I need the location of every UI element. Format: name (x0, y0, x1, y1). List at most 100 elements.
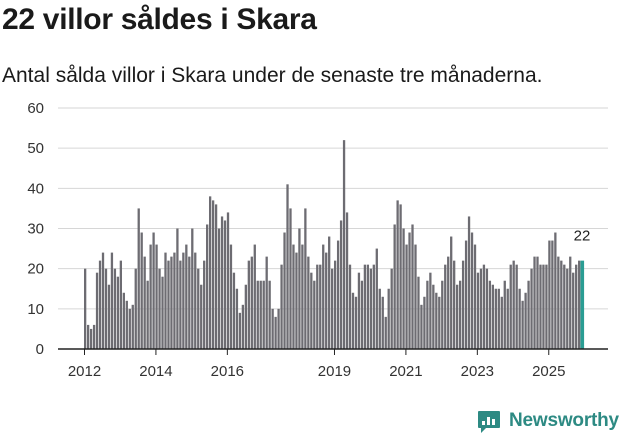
bar (241, 304, 245, 349)
bar (211, 200, 215, 349)
bar (247, 260, 250, 349)
bar (185, 244, 188, 349)
bar (545, 264, 548, 349)
y-tick-label: 30 (27, 221, 44, 238)
bar (551, 240, 554, 349)
bar (122, 292, 125, 349)
bar (485, 268, 489, 349)
bar (313, 280, 316, 349)
bar (384, 316, 387, 349)
bar (423, 296, 426, 349)
brand-name: Newsworthy (509, 410, 619, 431)
bar (155, 244, 158, 349)
bar (414, 244, 417, 349)
bar (444, 264, 447, 349)
bar (232, 272, 236, 349)
bar (363, 264, 367, 349)
bar (426, 280, 429, 349)
brand-logo[interactable]: Newsworthy (476, 408, 619, 434)
bar (566, 268, 569, 349)
bar (125, 300, 128, 349)
bar (554, 232, 557, 349)
bar (524, 292, 527, 349)
bar (277, 308, 280, 349)
bar (417, 276, 420, 349)
bar (479, 268, 483, 349)
bar (331, 268, 334, 349)
bar (354, 296, 358, 349)
bar (515, 264, 518, 349)
bar (506, 288, 509, 349)
bar (345, 212, 349, 349)
bar (348, 264, 352, 349)
bar (322, 244, 325, 349)
bar (137, 208, 140, 349)
newsworthy-logo-icon (478, 411, 500, 433)
y-tick-label: 50 (27, 140, 44, 157)
bar (435, 292, 438, 349)
bar (197, 268, 200, 349)
bar (176, 228, 179, 349)
bar (539, 264, 542, 349)
bar (104, 268, 108, 349)
bar (128, 308, 131, 349)
bar (408, 232, 411, 349)
bar (393, 224, 396, 349)
bar (238, 312, 242, 349)
bar (170, 256, 173, 349)
bar (134, 268, 137, 349)
bar (360, 280, 364, 349)
bar (491, 284, 495, 349)
bar (223, 220, 227, 349)
bar (536, 256, 539, 349)
x-tick-label: 2019 (318, 363, 351, 380)
bar (256, 280, 259, 349)
bar (342, 140, 346, 349)
bar (387, 288, 390, 349)
bar (280, 264, 283, 349)
bar (399, 204, 402, 349)
x-tick-label: 2021 (389, 363, 422, 380)
bar (578, 260, 581, 349)
bar (265, 256, 268, 349)
bar (316, 264, 319, 349)
bar (396, 200, 399, 349)
bar (310, 272, 313, 349)
bar (467, 216, 471, 349)
bar (164, 252, 167, 349)
bar (262, 280, 265, 349)
bar (86, 324, 90, 349)
bar (289, 208, 292, 349)
bar (569, 256, 572, 349)
bar (476, 272, 480, 349)
y-axis: 0 10 20 30 40 50 60 (27, 100, 44, 358)
bar (283, 232, 286, 349)
bar (378, 288, 381, 349)
bar (304, 208, 307, 349)
bar (548, 240, 551, 349)
bar (235, 288, 239, 349)
bar (527, 280, 530, 349)
bar (146, 280, 149, 349)
bar (149, 244, 152, 349)
x-tick-label: 2025 (532, 363, 565, 380)
bar (494, 288, 497, 349)
bar (572, 272, 575, 349)
bar (113, 268, 117, 349)
bar (194, 252, 197, 349)
bar (333, 260, 337, 349)
bar (557, 256, 560, 349)
bar (292, 244, 295, 349)
bar (447, 256, 450, 349)
bar (110, 252, 114, 349)
y-tick-label: 40 (27, 180, 44, 197)
bar (131, 304, 134, 349)
bar (220, 216, 224, 349)
bar (420, 304, 423, 349)
x-axis: 2012 2014 2016 2019 2021 2023 2025 (68, 349, 565, 380)
bar (244, 284, 247, 349)
bar (182, 252, 185, 349)
bar (488, 280, 492, 349)
bar (441, 280, 444, 349)
